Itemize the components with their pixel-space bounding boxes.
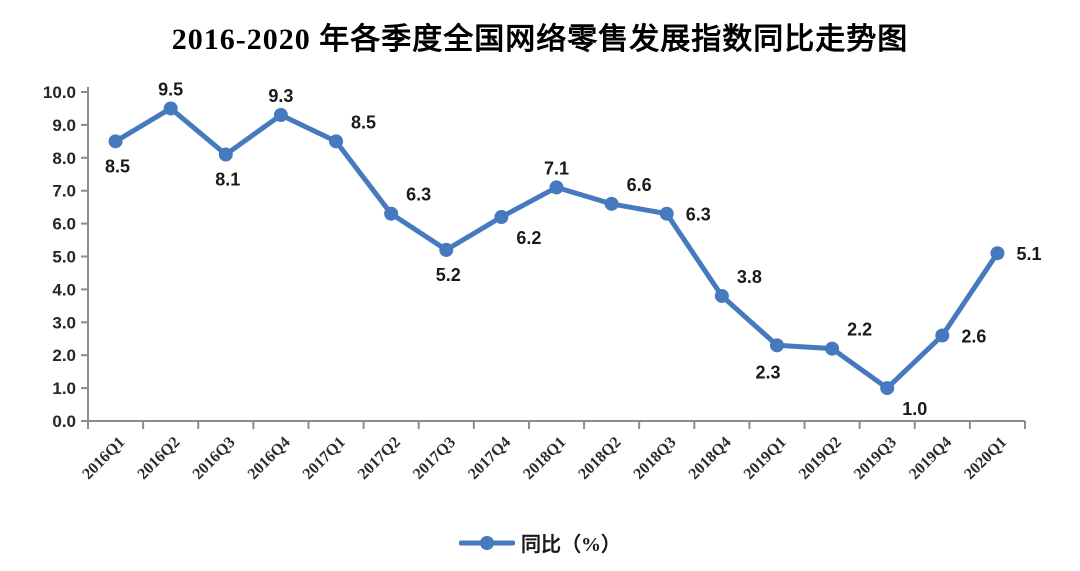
y-tick-label: 10.0 xyxy=(43,83,76,102)
line-chart: 0.0 1.0 2.0 3.0 4.0 5.0 6.0 7.0 8.0 9.0 10.0 2016Q1… xyxy=(43,79,1042,483)
x-tick-label: 2018Q3 xyxy=(630,434,679,483)
data-label: 9.3 xyxy=(268,86,293,106)
x-tick-label: 2017Q1 xyxy=(300,434,349,483)
data-label: 5.2 xyxy=(436,265,461,285)
x-tick-label: 2017Q3 xyxy=(410,434,459,483)
data-point xyxy=(384,206,399,221)
y-tick-label: 8.0 xyxy=(52,149,76,168)
x-tick-label: 2018Q2 xyxy=(575,434,624,483)
data-point xyxy=(604,196,619,211)
x-tick-label: 2019Q3 xyxy=(851,434,900,483)
data-label: 8.5 xyxy=(351,112,376,132)
data-point xyxy=(549,180,564,195)
data-point xyxy=(108,134,123,149)
data-label: 2.3 xyxy=(755,362,780,382)
data-point xyxy=(163,101,178,116)
x-tick-label: 2018Q4 xyxy=(686,434,735,483)
legend-series-label: 同比（%） xyxy=(521,534,621,556)
data-point xyxy=(494,210,509,225)
y-tick-label: 0.0 xyxy=(52,412,76,431)
x-tick-label: 2019Q2 xyxy=(796,434,845,483)
x-tick-label: 2018Q1 xyxy=(520,434,569,483)
data-point xyxy=(880,381,895,396)
x-tick-label: 2020Q1 xyxy=(961,434,1010,483)
data-label: 3.8 xyxy=(737,267,762,287)
data-label: 6.2 xyxy=(516,228,541,248)
data-point xyxy=(659,206,674,221)
data-point xyxy=(825,341,840,356)
data-point xyxy=(273,108,288,123)
data-label: 8.5 xyxy=(105,156,130,176)
x-tick-label: 2016Q4 xyxy=(245,434,294,483)
data-label: 1.0 xyxy=(902,399,927,419)
series-line xyxy=(113,105,1000,391)
x-tick-label: 2019Q4 xyxy=(906,434,955,483)
data-point xyxy=(990,246,1005,261)
data-label: 6.6 xyxy=(627,175,652,195)
data-point xyxy=(714,288,729,303)
y-tick-label: 6.0 xyxy=(52,215,76,234)
data-point xyxy=(439,242,454,257)
data-point xyxy=(329,134,344,149)
data-label: 6.3 xyxy=(686,205,711,225)
x-tick-label: 2016Q3 xyxy=(190,434,239,483)
legend-line-marker-icon xyxy=(459,535,515,550)
chart-title: 2016-2020 年各季度全国网络零售发展指数同比走势图 xyxy=(171,23,909,56)
y-tick-label: 9.0 xyxy=(52,116,76,135)
data-label: 2.6 xyxy=(961,326,986,346)
x-tick-label: 2016Q1 xyxy=(79,434,128,483)
data-point xyxy=(769,338,784,353)
x-tick-label: 2017Q4 xyxy=(465,434,514,483)
y-tick-label: 5.0 xyxy=(52,248,76,267)
y-tick-label: 2.0 xyxy=(52,346,76,365)
legend: 同比（%） xyxy=(0,528,1080,557)
x-tick-label: 2017Q2 xyxy=(355,434,404,483)
data-point xyxy=(935,328,950,343)
y-tick-label: 4.0 xyxy=(52,280,76,299)
data-label: 8.1 xyxy=(215,170,240,190)
x-tick-label: 2019Q1 xyxy=(741,434,790,483)
y-tick-label: 3.0 xyxy=(52,313,76,332)
data-label: 2.2 xyxy=(847,320,872,340)
data-label: 5.1 xyxy=(1016,244,1041,264)
y-tick-label: 7.0 xyxy=(52,182,76,201)
y-tick-label: 1.0 xyxy=(52,379,76,398)
data-label: 9.5 xyxy=(158,79,183,99)
data-point xyxy=(218,147,233,162)
data-label: 6.3 xyxy=(406,185,431,205)
x-tick-label: 2016Q2 xyxy=(134,434,183,483)
plot-area-wrap: 0.0 1.0 2.0 3.0 4.0 5.0 6.0 7.0 8.0 9.0 10.0 2016Q1… xyxy=(0,70,1080,520)
data-label: 7.1 xyxy=(544,158,569,178)
